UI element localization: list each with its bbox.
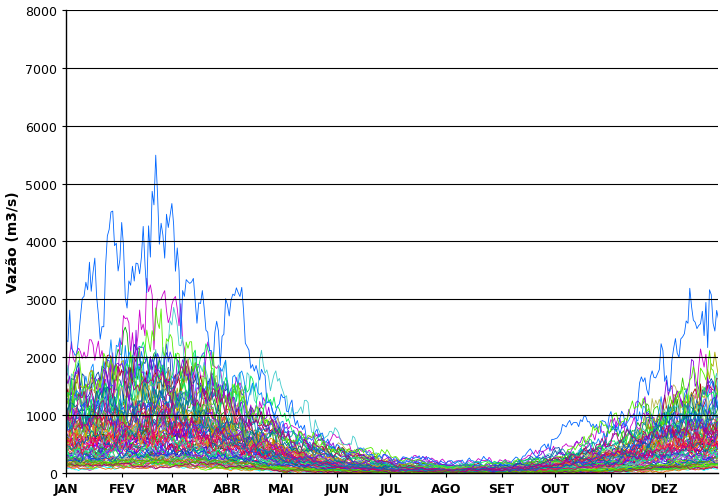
Y-axis label: Vazão (m3/s): Vazão (m3/s)	[6, 191, 20, 293]
